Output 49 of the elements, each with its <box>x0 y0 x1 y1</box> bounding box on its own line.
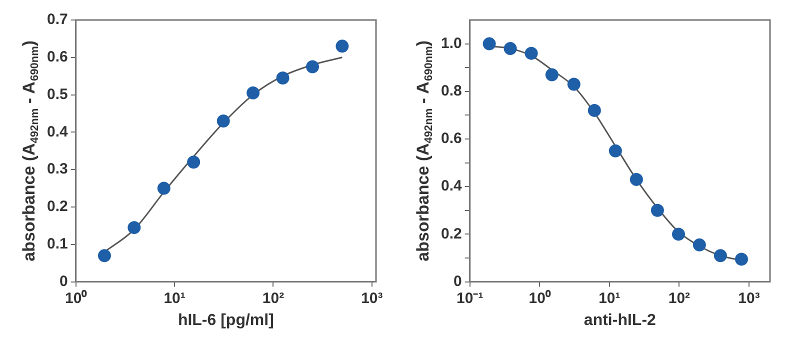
x-tick-label: 10¹ <box>598 290 620 307</box>
x-tick-label: 10³ <box>738 290 760 307</box>
point <box>735 252 748 266</box>
y-tick-label: 0.4 <box>440 178 462 195</box>
x-tick-label: 10² <box>262 290 284 307</box>
x-tick-label: 10⁰ <box>65 288 88 307</box>
x-tick-label: 10³ <box>361 290 383 307</box>
x-axis-title: hIL-6 [pg/ml] <box>178 312 274 329</box>
y-tick-label: 0.7 <box>46 11 68 28</box>
y-tick-label: 0.8 <box>440 82 462 100</box>
x-axis-title: anti-hIL-2 <box>584 312 656 329</box>
point <box>336 40 349 53</box>
y-tick-label: 1.0 <box>440 34 462 52</box>
point <box>276 71 290 84</box>
point <box>545 68 558 82</box>
y-tick-label: 0.4 <box>46 123 68 140</box>
point <box>306 60 319 74</box>
y-tick-label: 0.3 <box>46 160 68 178</box>
y-tick-label: 0.2 <box>46 198 68 216</box>
point <box>482 37 496 50</box>
point <box>524 46 538 60</box>
point <box>588 104 601 117</box>
y-axis-title: absorbance (A492nm - A690nm) <box>20 40 42 262</box>
x-tick-label: 10² <box>668 290 690 307</box>
y-tick-label: 0 <box>454 272 462 290</box>
point <box>672 228 685 241</box>
x-tick-label: 10¹ <box>164 290 186 307</box>
y-tick-label: 0.6 <box>440 130 462 148</box>
y-tick-label: 0.1 <box>46 236 68 253</box>
point <box>128 221 141 234</box>
point <box>157 182 170 195</box>
point <box>504 42 517 56</box>
point <box>187 156 200 169</box>
y-axis-title: absorbance (A492nm - A690nm) <box>414 40 436 262</box>
point <box>608 144 622 158</box>
point <box>98 249 111 262</box>
point <box>650 204 664 217</box>
point <box>567 78 580 91</box>
point <box>692 238 706 252</box>
y-tick-label: 0.5 <box>46 86 68 103</box>
y-tick-label: 0 <box>60 272 68 290</box>
point <box>216 114 230 128</box>
point <box>714 249 727 262</box>
x-tick-label: 10⁻¹ <box>456 290 484 307</box>
x-tick-label: 10⁰ <box>528 288 552 307</box>
point <box>630 172 643 186</box>
y-tick-label: 0.6 <box>46 48 68 66</box>
y-tick-label: 0.2 <box>440 225 462 242</box>
point <box>246 86 260 100</box>
